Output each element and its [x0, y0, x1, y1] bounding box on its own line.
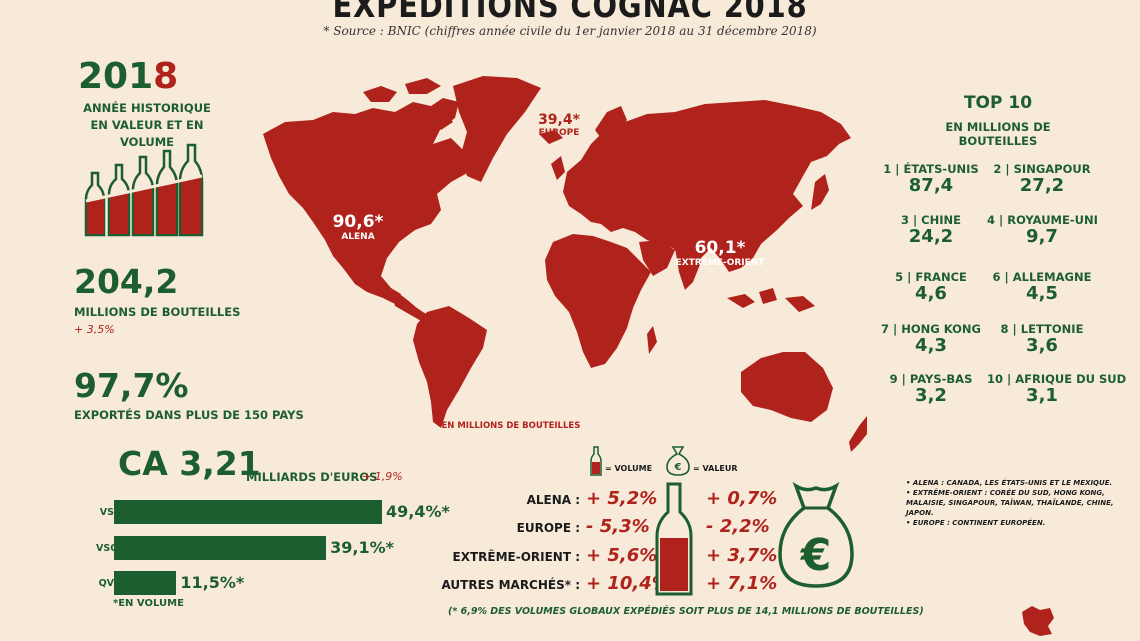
ca-value: CA 3,21: [118, 444, 261, 483]
quality-name-2: QV: [98, 578, 114, 589]
quality-value-2: 11,5%*: [180, 573, 245, 592]
top10-item: 3 | CHINE 24,2: [876, 213, 986, 247]
quality-name-1: VSOP: [96, 543, 126, 554]
bottles-growth-graphic: [84, 143, 204, 237]
quality-bar-0: [114, 500, 382, 524]
market-value-change: + 3,7%: [706, 545, 778, 566]
top10-item: 6 | ALLEMAGNE 4,5: [987, 270, 1097, 304]
bottle-icon-large: [655, 482, 693, 596]
quality-note: *EN VOLUME: [113, 598, 184, 609]
top10-volume: 4,6: [915, 283, 947, 304]
top10-country: 5 | FRANCE: [895, 270, 967, 284]
year-heading: 2018: [78, 56, 178, 97]
top10-country: 8 | LETTONIE: [1000, 322, 1084, 336]
quality-value-0: 49,4%*: [386, 502, 450, 521]
europe-value: 39,4*: [538, 112, 580, 128]
page-title: EXPÉDITIONS COGNAC 2018: [332, 0, 808, 26]
export-label: EXPORTÉS DANS PLUS DE 150 PAYS: [74, 408, 304, 422]
source-note: * Source : BNIC (chiffres année civile d…: [323, 24, 817, 38]
year-part1: 201: [78, 56, 154, 97]
market-volume-change: + 5,6%: [586, 545, 658, 566]
market-volume-change: - 5,3%: [586, 516, 650, 537]
year-part2: 8: [153, 56, 179, 97]
top10-country: 9 | PAYS-BAS: [889, 372, 973, 386]
ca-change: + 1,9%: [362, 470, 403, 483]
extreme-orient-name: EXTRÊME-ORIENT: [675, 258, 765, 268]
top10-volume: 3,2: [915, 385, 947, 406]
map-footnote: *EN MILLIONS DE BOUTEILLES: [437, 421, 581, 431]
top10-volume: 4,3: [915, 335, 947, 356]
top10-item: 9 | PAYS-BAS 3,2: [876, 372, 986, 406]
ca-label: MILLIARDS D'EUROS: [246, 470, 378, 484]
cognac-region-map: [1022, 606, 1054, 636]
euro-large-glyph: €: [800, 530, 832, 581]
market-name: ALENA :: [526, 493, 580, 507]
top10-subtitle: EN MILLIONS DE BOUTEILLES: [945, 120, 1051, 148]
note-extreme-orient: • EXTRÊME-ORIENT : CORÉE DU SUD, HONG KO…: [906, 489, 1114, 517]
money-bag-icon-large: €: [778, 482, 854, 588]
top10-item: 2 | SINGAPOUR 27,2: [987, 162, 1097, 196]
legend-valeur: = VALEUR: [693, 464, 738, 473]
europe-name: EUROPE: [538, 128, 580, 138]
world-map: [263, 76, 867, 452]
top10-country: 7 | HONG KONG: [881, 322, 981, 336]
volume-label: MILLIONS DE BOUTEILLES: [74, 305, 241, 319]
top10-country: 10 | AFRIQUE DU SUD: [987, 372, 1127, 386]
top10-item: 7 | HONG KONG 4,3: [876, 322, 986, 356]
top10-item: 5 | FRANCE 4,6: [876, 270, 986, 304]
top10-item: 1 | ÉTATS-UNIS 87,4: [876, 162, 986, 196]
note-alena: • ALENA : CANADA, LES ÉTATS-UNIS ET LE M…: [906, 479, 1113, 487]
volume-value: 204,2: [74, 262, 179, 301]
top10-country: 3 | CHINE: [900, 213, 962, 227]
alena-value: 90,6*: [332, 212, 384, 232]
map-label-extreme-orient: 60,1* EXTRÊME-ORIENT: [668, 238, 772, 268]
market-value-change: - 2,2%: [706, 516, 770, 537]
quality-name-0: VS: [99, 507, 114, 518]
top10-item: 10 | AFRIQUE DU SUD 3,1: [987, 372, 1127, 406]
top10-volume: 3,6: [1026, 335, 1058, 356]
euro-small-glyph: €: [674, 462, 682, 473]
top10-country: 6 | ALLEMAGNE: [992, 270, 1092, 284]
export-value: 97,7%: [74, 366, 189, 405]
markets-note: (* 6,9% DES VOLUMES GLOBAUX EXPÉDIÉS SOI…: [448, 606, 924, 617]
year-subtitle-line1: ANNÉE HISTORIQUE: [83, 101, 211, 115]
top10-volume: 27,2: [1019, 175, 1065, 196]
map-label-europe: 39,4* EUROPE: [524, 112, 594, 138]
market-name: EXTRÊME-ORIENT :: [452, 550, 581, 564]
extreme-orient-value: 60,1*: [694, 238, 746, 258]
year-subtitle-line2: EN VALEUR ET EN VOLUME: [90, 118, 204, 149]
top10-title: TOP 10: [963, 93, 1033, 113]
top10-volume: 9,7: [1026, 226, 1058, 247]
top10-item: 4 | ROYAUME-UNI 9,7: [987, 213, 1098, 247]
map-label-alena: 90,6* ALENA: [318, 212, 398, 242]
quality-bar-2: [114, 571, 177, 595]
year-subtitle: ANNÉE HISTORIQUE EN VALEUR ET EN VOLUME: [72, 100, 222, 151]
top10-country: 1 | ÉTATS-UNIS: [883, 162, 979, 176]
market-name: AUTRES MARCHÉS* :: [441, 578, 580, 592]
quality-bar-1: [114, 536, 327, 560]
quality-value-1: 39,1%*: [330, 538, 394, 557]
market-value-change: + 7,1%: [706, 573, 778, 594]
market-name: EUROPE :: [516, 521, 580, 535]
volume-change: + 3,5%: [74, 323, 115, 336]
top10-volume: 87,4: [908, 175, 954, 196]
market-volume-change: + 10,4%: [586, 573, 670, 594]
top10-country: 4 | ROYAUME-UNI: [987, 213, 1098, 227]
note-europe: • EUROPE : CONTINENT EUROPÉEN.: [906, 519, 1046, 527]
top10-volume: 24,2: [908, 226, 954, 247]
top10-country: 2 | SINGAPOUR: [993, 162, 1091, 176]
money-bag-icon-small: €: [666, 446, 690, 476]
market-value-change: + 0,7%: [706, 488, 778, 509]
volume-bottle-icon: [590, 446, 602, 476]
alena-name: ALENA: [341, 232, 375, 242]
legend-volume: = VOLUME: [605, 464, 653, 473]
top10-volume: 4,5: [1026, 283, 1058, 304]
region-notes: • ALENA : CANADA, LES ÉTATS-UNIS ET LE M…: [906, 478, 1126, 528]
top10-volume: 3,1: [1026, 385, 1058, 406]
top10-item: 8 | LETTONIE 3,6: [987, 322, 1097, 356]
market-volume-change: + 5,2%: [586, 488, 658, 509]
